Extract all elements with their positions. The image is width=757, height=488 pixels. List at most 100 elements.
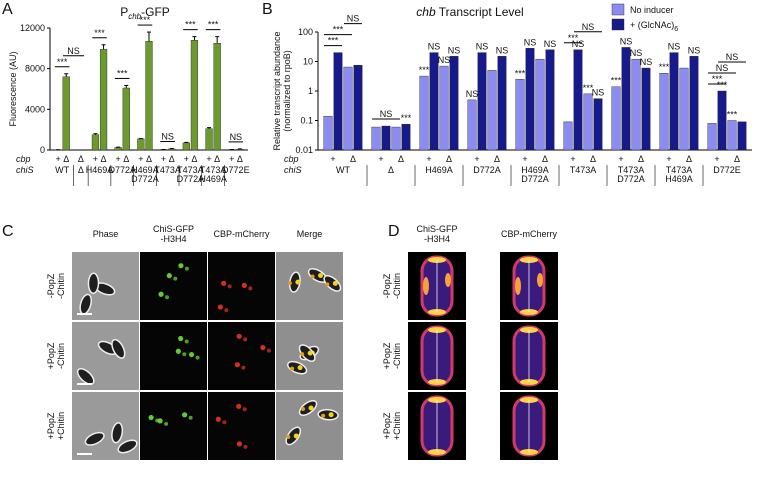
y-tick-label: 10 — [303, 57, 313, 67]
chiS-label: Δ — [78, 165, 84, 175]
y-tick-label: 0.1 — [300, 116, 313, 126]
bar — [450, 56, 458, 150]
panel-letter: A — [2, 1, 13, 18]
cbp-label: + — [93, 154, 98, 164]
bar — [728, 121, 736, 151]
spot — [222, 420, 226, 424]
bar — [168, 149, 175, 150]
chiS-label: WT — [336, 165, 350, 175]
bar — [516, 79, 524, 150]
bar — [402, 124, 410, 150]
bar — [430, 53, 438, 150]
bar — [468, 100, 476, 150]
sig-label: *** — [117, 68, 128, 78]
cbp-label: + — [330, 154, 335, 164]
spot — [241, 366, 245, 370]
cbp-label: Δ — [398, 154, 404, 164]
bar — [123, 88, 130, 150]
bar — [478, 53, 486, 150]
cbp-label: Δ — [542, 154, 548, 164]
micrograph — [208, 392, 275, 460]
chiS-label: D772E — [713, 165, 741, 175]
sig-label: *** — [333, 25, 344, 35]
cbp-label: + — [666, 154, 671, 164]
panel-letter: B — [262, 1, 273, 18]
cbp-label: + — [138, 154, 143, 164]
column-label: Merge — [297, 229, 323, 239]
spot — [235, 362, 240, 367]
bar — [63, 77, 70, 150]
spot — [182, 412, 187, 417]
sig-label: *** — [401, 113, 412, 123]
bar — [92, 135, 99, 150]
sig-label: NS — [496, 45, 509, 55]
spot — [243, 337, 247, 341]
sig-label: NS — [620, 36, 633, 46]
bar — [584, 94, 592, 150]
spot — [236, 404, 241, 409]
y-tick-label: 1 — [308, 86, 313, 96]
sig-label: *** — [57, 57, 68, 67]
sig-label: NS — [524, 37, 537, 47]
cbp-label: Δ — [638, 154, 644, 164]
spot — [308, 351, 313, 356]
cbp-label: Δ — [191, 154, 197, 164]
cbp-label: Δ — [446, 154, 452, 164]
column-label: CBP-mCherry — [213, 229, 270, 239]
cbp-label: + — [161, 154, 166, 164]
column-label: -H3H4 — [160, 234, 186, 244]
cbp-label: + — [55, 154, 60, 164]
cbp-label: + — [426, 154, 431, 164]
sig-label: NS — [161, 131, 174, 141]
row-label: chiS — [16, 165, 34, 175]
hotspot — [537, 273, 543, 287]
legend-label: No inducer — [630, 5, 674, 15]
spot — [237, 334, 242, 339]
legend-swatch — [612, 4, 624, 15]
row-label: cbp — [16, 154, 31, 164]
spot — [288, 281, 292, 285]
spot — [300, 352, 304, 356]
spot — [318, 273, 323, 278]
bar — [183, 143, 190, 150]
y-tick-label: 0 — [40, 145, 45, 155]
sig-label: NS — [448, 45, 461, 55]
row-label: +Chitin — [392, 412, 402, 440]
cbp-label: Δ — [494, 154, 500, 164]
cbp-label: Δ — [169, 154, 175, 164]
sig-label: NS — [466, 89, 479, 99]
cbp-label: Δ — [686, 154, 692, 164]
sig-label: *** — [328, 36, 339, 46]
bar — [137, 139, 144, 150]
legend-label: + (GlcNAc) — [630, 20, 674, 30]
chiS-label: D772A — [473, 165, 501, 175]
spot — [178, 336, 183, 341]
spot — [325, 282, 329, 286]
chiS-label: D772A — [131, 174, 159, 184]
row-label: +PopZ — [46, 412, 56, 439]
row-label: -Chitin — [392, 273, 402, 299]
legend-swatch — [612, 19, 624, 30]
sig-label: NS — [380, 109, 393, 119]
spot — [295, 280, 300, 285]
spot — [185, 267, 189, 271]
bar — [680, 68, 688, 150]
micrograph — [208, 252, 275, 320]
cbp-label: Δ — [123, 154, 129, 164]
spot — [248, 286, 252, 290]
spot — [173, 277, 177, 281]
legend-label: No inducer — [630, 5, 674, 15]
bar — [488, 70, 496, 150]
chiS-label: H469A — [425, 165, 453, 175]
bar — [594, 99, 602, 150]
column-label: CBP-mCherry — [501, 229, 558, 239]
bar — [574, 50, 582, 150]
sig-label: NS — [592, 88, 605, 98]
spot — [167, 273, 172, 278]
spot — [301, 407, 305, 411]
y-axis-label: Fluorescence (AU) — [8, 51, 18, 126]
bar — [354, 65, 362, 150]
spot — [221, 281, 226, 286]
sig-label: *** — [568, 33, 579, 43]
y-tick-label: 12000 — [20, 23, 45, 33]
